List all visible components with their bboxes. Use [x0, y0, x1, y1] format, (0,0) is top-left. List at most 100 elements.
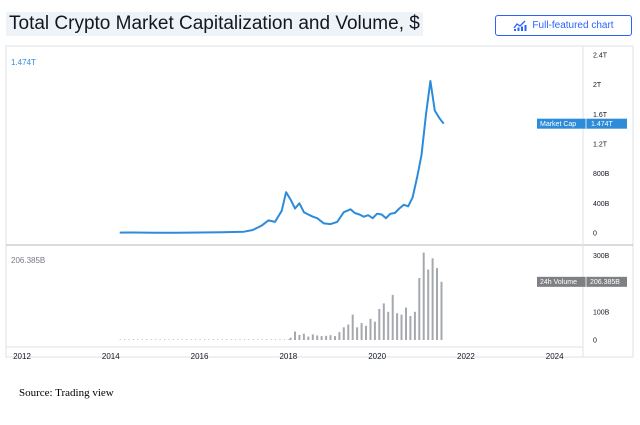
- volume-bar: [427, 269, 430, 340]
- time-tick-label: 2022: [457, 352, 475, 361]
- market-cap-tick-label: 1.6T: [593, 112, 608, 119]
- volume-bars: [289, 252, 443, 340]
- volume-baseline-tick: [159, 339, 161, 340]
- source-note: Source: Trading view: [19, 387, 114, 399]
- time-tick-label: 2024: [546, 352, 564, 361]
- volume-current-value: 206.385B: [11, 256, 45, 265]
- volume-baseline-tick: [221, 339, 223, 340]
- volume-baseline-tick: [257, 339, 259, 340]
- volume-bar: [418, 278, 421, 340]
- volume-axis: 0 100B 300B: [593, 253, 610, 345]
- volume-bar: [422, 252, 425, 340]
- full-featured-chart-button[interactable]: Full-featured chart: [495, 15, 632, 36]
- volume-baseline-tick: [124, 339, 126, 340]
- volume-baseline-tick: [226, 339, 228, 340]
- volume-bar: [320, 336, 323, 340]
- market-cap-tick-label: 800B: [593, 171, 610, 178]
- time-axis: 2012 2014 2016 2018 2020 2022 2024: [13, 352, 564, 361]
- time-tick-label: 2016: [191, 352, 209, 361]
- volume-baseline-tick: [177, 339, 179, 340]
- volume-baseline-tick: [235, 339, 237, 340]
- volume-baseline-tick: [133, 339, 134, 340]
- volume-bar: [338, 332, 341, 340]
- volume-bar: [289, 337, 292, 340]
- volume-baseline-tick: [239, 339, 241, 340]
- volume-bar: [298, 334, 301, 340]
- volume-bar: [405, 307, 407, 340]
- volume-baseline-tick: [172, 339, 174, 340]
- volume-baseline-tick: [128, 339, 130, 340]
- volume-bar: [409, 316, 412, 340]
- volume-baseline-tick: [164, 339, 165, 340]
- market-cap-line: [119, 80, 445, 234]
- volume-baseline-tick: [146, 339, 148, 340]
- market-cap-tick-label: 2T: [593, 82, 602, 89]
- volume-bar: [391, 294, 394, 340]
- volume-bar: [378, 309, 381, 340]
- volume-bar: [356, 327, 359, 340]
- volume-tick-label: 0: [593, 338, 597, 345]
- volume-baseline-tick: [208, 339, 210, 340]
- market-cap-badge-value: 1.474T: [591, 121, 614, 128]
- volume-badge: 24h Volume 206.385B: [537, 276, 627, 287]
- volume-baseline-tick: [288, 339, 290, 340]
- full-featured-chart-label: Full-featured chart: [532, 20, 614, 31]
- market-cap-tick-label: 1.2T: [593, 142, 608, 149]
- volume-bar: [329, 335, 332, 340]
- volume-bar: [360, 323, 363, 340]
- volume-bar: [369, 318, 372, 340]
- volume-bar: [436, 268, 438, 340]
- volume-bar: [294, 331, 296, 340]
- volume-baseline-tick: [279, 339, 281, 340]
- volume-baseline-tick: [266, 339, 268, 340]
- market-cap-badge: Market Cap 1.474T: [537, 118, 627, 129]
- volume-baseline-tick: [150, 339, 152, 340]
- volume-bar: [342, 327, 345, 340]
- volume-bar: [365, 325, 367, 340]
- time-tick-label: 2020: [368, 352, 386, 361]
- volume-badge-name: 24h Volume: [540, 279, 577, 286]
- volume-baseline-tick: [204, 339, 205, 340]
- volume-baseline-tick: [261, 339, 263, 340]
- volume-bar: [382, 303, 385, 340]
- volume-baseline-tick: [137, 339, 139, 340]
- volume-bar: [307, 336, 310, 340]
- market-cap-tick-label: 400B: [593, 201, 610, 208]
- market-cap-badge-name: Market Cap: [540, 121, 576, 128]
- time-tick-label: 2012: [13, 352, 31, 361]
- volume-baseline-tick: [190, 339, 192, 340]
- volume-bar: [347, 324, 350, 340]
- time-tick-label: 2018: [279, 352, 297, 361]
- volume-bar: [316, 335, 319, 340]
- market-cap-axis: 0 400B 800B 1.2T 1.6T 2T 2.4T: [593, 53, 610, 238]
- volume-bar: [440, 281, 443, 340]
- volume-bar: [431, 258, 434, 340]
- volume-baseline: [119, 339, 290, 340]
- chart-title: Total Crypto Market Capitalization and V…: [6, 12, 423, 36]
- market-cap-tick-label: 0: [593, 231, 597, 238]
- volume-baseline-tick: [230, 339, 232, 340]
- volume-baseline-tick: [248, 339, 250, 340]
- volume-baseline-tick: [275, 339, 276, 340]
- volume-baseline-tick: [186, 339, 188, 340]
- volume-bar: [302, 333, 305, 340]
- volume-bar: [351, 314, 354, 340]
- volume-bar: [396, 313, 399, 340]
- volume-baseline-tick: [155, 339, 157, 340]
- volume-bar: [413, 311, 416, 340]
- volume-baseline-tick: [244, 339, 245, 340]
- volume-baseline-tick: [217, 339, 219, 340]
- market-cap-tick-label: 2.4T: [593, 53, 608, 60]
- volume-bar: [311, 334, 314, 340]
- chart-frame: [5, 45, 634, 358]
- volume-baseline-tick: [199, 339, 201, 340]
- volume-tick-label: 300B: [593, 253, 610, 260]
- volume-bar: [373, 321, 376, 340]
- volume-baseline-tick: [212, 339, 214, 340]
- volume-badge-value: 206.385B: [590, 279, 620, 286]
- time-tick-label: 2014: [102, 352, 120, 361]
- chart-icon: [513, 20, 527, 31]
- volume-baseline-tick: [195, 339, 197, 340]
- volume-baseline-tick: [168, 339, 170, 340]
